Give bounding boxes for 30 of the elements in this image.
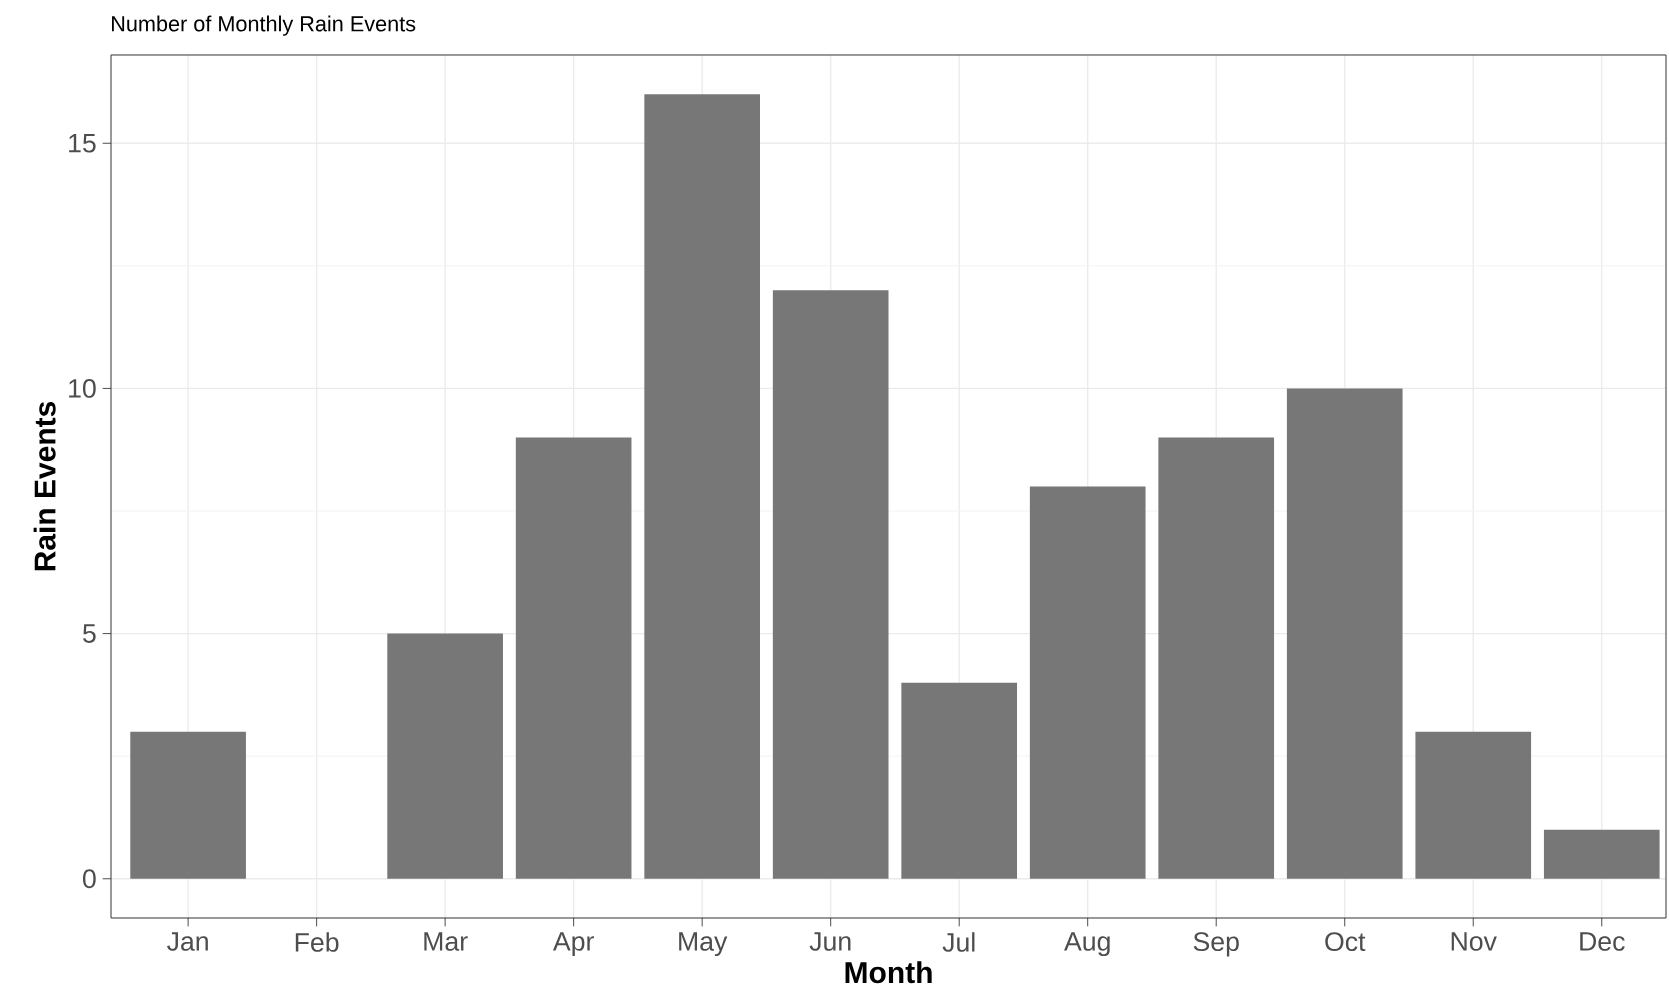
- x-tick-label: Oct: [1325, 932, 1366, 952]
- x-tick-label: Jan: [167, 932, 208, 951]
- bar: [1543, 829, 1660, 879]
- bar: [901, 682, 1018, 879]
- y-tick-label: 0: [83, 869, 96, 889]
- y-tick-label: 5: [83, 624, 96, 643]
- x-tick-label: Dec: [1580, 932, 1625, 951]
- y-tick-label: 15: [69, 133, 96, 153]
- chart-title: Number of Monthly Rain Events: [112, 15, 416, 36]
- bar: [515, 437, 632, 879]
- bar: [772, 290, 889, 879]
- bar: [1415, 731, 1532, 879]
- x-axis-title: Month: [845, 961, 932, 984]
- x-tick-label: Jul: [942, 932, 975, 952]
- bar: [387, 633, 503, 879]
- x-tick-label: Sep: [1193, 932, 1239, 957]
- y-tick-label: 10: [69, 378, 96, 398]
- x-tick-label: Apr: [552, 932, 594, 957]
- x-tick-label: Aug: [1064, 932, 1110, 957]
- x-tick-label: Nov: [1451, 932, 1497, 951]
- bar: [1158, 437, 1275, 879]
- bar: [1029, 486, 1146, 879]
- bar: [1286, 388, 1403, 879]
- bar: [130, 731, 246, 879]
- x-tick-label: Jun: [809, 932, 851, 951]
- x-tick-label: May: [679, 932, 728, 957]
- x-tick-label: Mar: [424, 932, 468, 951]
- bar: [644, 94, 760, 879]
- x-tick-label: Feb: [295, 932, 339, 952]
- y-axis-title: Rain Events: [33, 401, 56, 571]
